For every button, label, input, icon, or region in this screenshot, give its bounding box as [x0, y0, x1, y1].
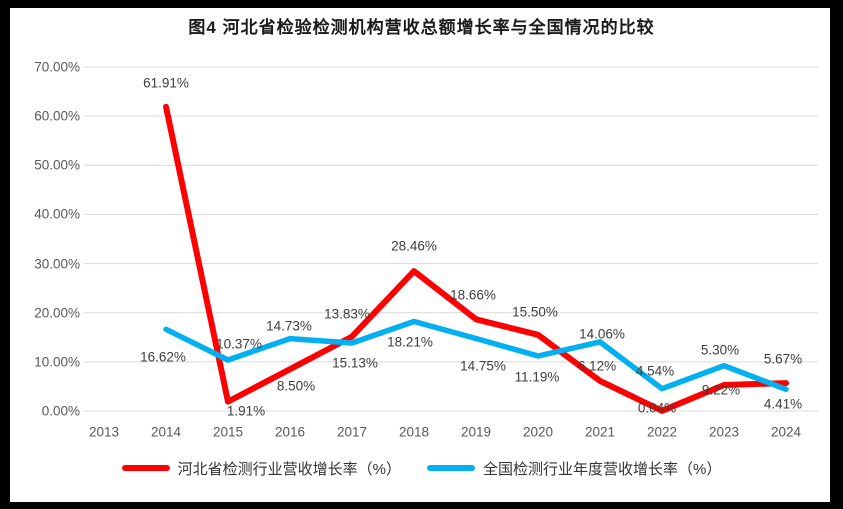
y-axis-tick: 50.00%: [34, 157, 80, 173]
data-label-hebei: 15.13%: [332, 355, 378, 371]
x-axis-tick: 2016: [274, 424, 306, 440]
data-label-national: 18.21%: [387, 334, 433, 349]
data-label-hebei: 8.50%: [276, 378, 316, 394]
data-label-hebei: 5.30%: [700, 342, 740, 358]
data-label-national: 4.41%: [763, 396, 803, 412]
data-label-national: 14.75%: [460, 358, 506, 373]
data-label-hebei: 28.46%: [391, 238, 437, 254]
data-label-hebei: 61.91%: [143, 75, 189, 91]
series-line-0: [163, 103, 789, 414]
x-axis-tick: 2022: [646, 424, 678, 440]
y-axis-tick: 0.00%: [41, 403, 80, 419]
y-axis-tick: 40.00%: [34, 206, 80, 222]
x-axis-tick: 2023: [708, 424, 740, 440]
x-axis-tick: 2014: [150, 424, 182, 440]
legend-label-national: 全国检测行业年度营收增长率（%）: [483, 460, 722, 478]
y-axis-tick: 70.00%: [34, 59, 80, 75]
data-label-national: 13.83%: [324, 306, 370, 322]
data-label-national: 10.37%: [216, 336, 262, 352]
y-axis-tick: 10.00%: [34, 354, 80, 370]
data-label-national: 16.62%: [140, 349, 186, 365]
chart-title: 图4 河北省检验检测机构营收总额增长率与全国情况的比较: [188, 18, 655, 37]
data-label-hebei: 0.04%: [637, 400, 677, 416]
data-label-hebei: 18.66%: [450, 287, 496, 303]
legend-label-hebei: 河北省检测行业营收增长率（%）: [177, 460, 401, 478]
data-label-national: 11.19%: [514, 369, 560, 385]
data-label-hebei: 15.50%: [512, 304, 558, 320]
data-label-hebei: 1.91%: [226, 403, 266, 419]
legend-item-national: 全国检测行业年度营收增长率（%）: [427, 458, 721, 479]
data-label-hebei: 6.12%: [577, 358, 617, 374]
chart-canvas: [10, 8, 830, 502]
x-axis-tick: 2021: [584, 424, 616, 440]
legend-item-hebei: 河北省检测行业营收增长率（%）: [121, 458, 401, 479]
data-label-national: 4.54%: [635, 363, 675, 379]
data-label-hebei: 5.67%: [763, 351, 803, 367]
x-axis-tick: 2020: [522, 424, 554, 440]
x-axis-tick: 2017: [336, 424, 368, 440]
data-label-national: 14.06%: [579, 326, 625, 342]
x-axis-tick: 2018: [398, 424, 430, 440]
x-axis-tick: 2013: [88, 424, 120, 440]
data-label-national: 9.22%: [701, 382, 741, 398]
y-axis-tick: 60.00%: [34, 108, 80, 124]
legend: 河北省检测行业营收增长率（%） 全国检测行业年度营收增长率（%）: [0, 454, 843, 482]
x-axis-tick: 2019: [460, 424, 492, 440]
data-label-national: 14.73%: [266, 318, 312, 334]
y-axis-tick: 20.00%: [34, 305, 80, 321]
x-axis-tick: 2015: [212, 424, 244, 440]
x-axis-tick: 2024: [770, 424, 802, 440]
y-axis-tick: 30.00%: [34, 256, 80, 272]
series-line-1: [163, 318, 789, 393]
legend-swatch-national: [427, 465, 475, 471]
legend-swatch-hebei: [121, 465, 170, 471]
